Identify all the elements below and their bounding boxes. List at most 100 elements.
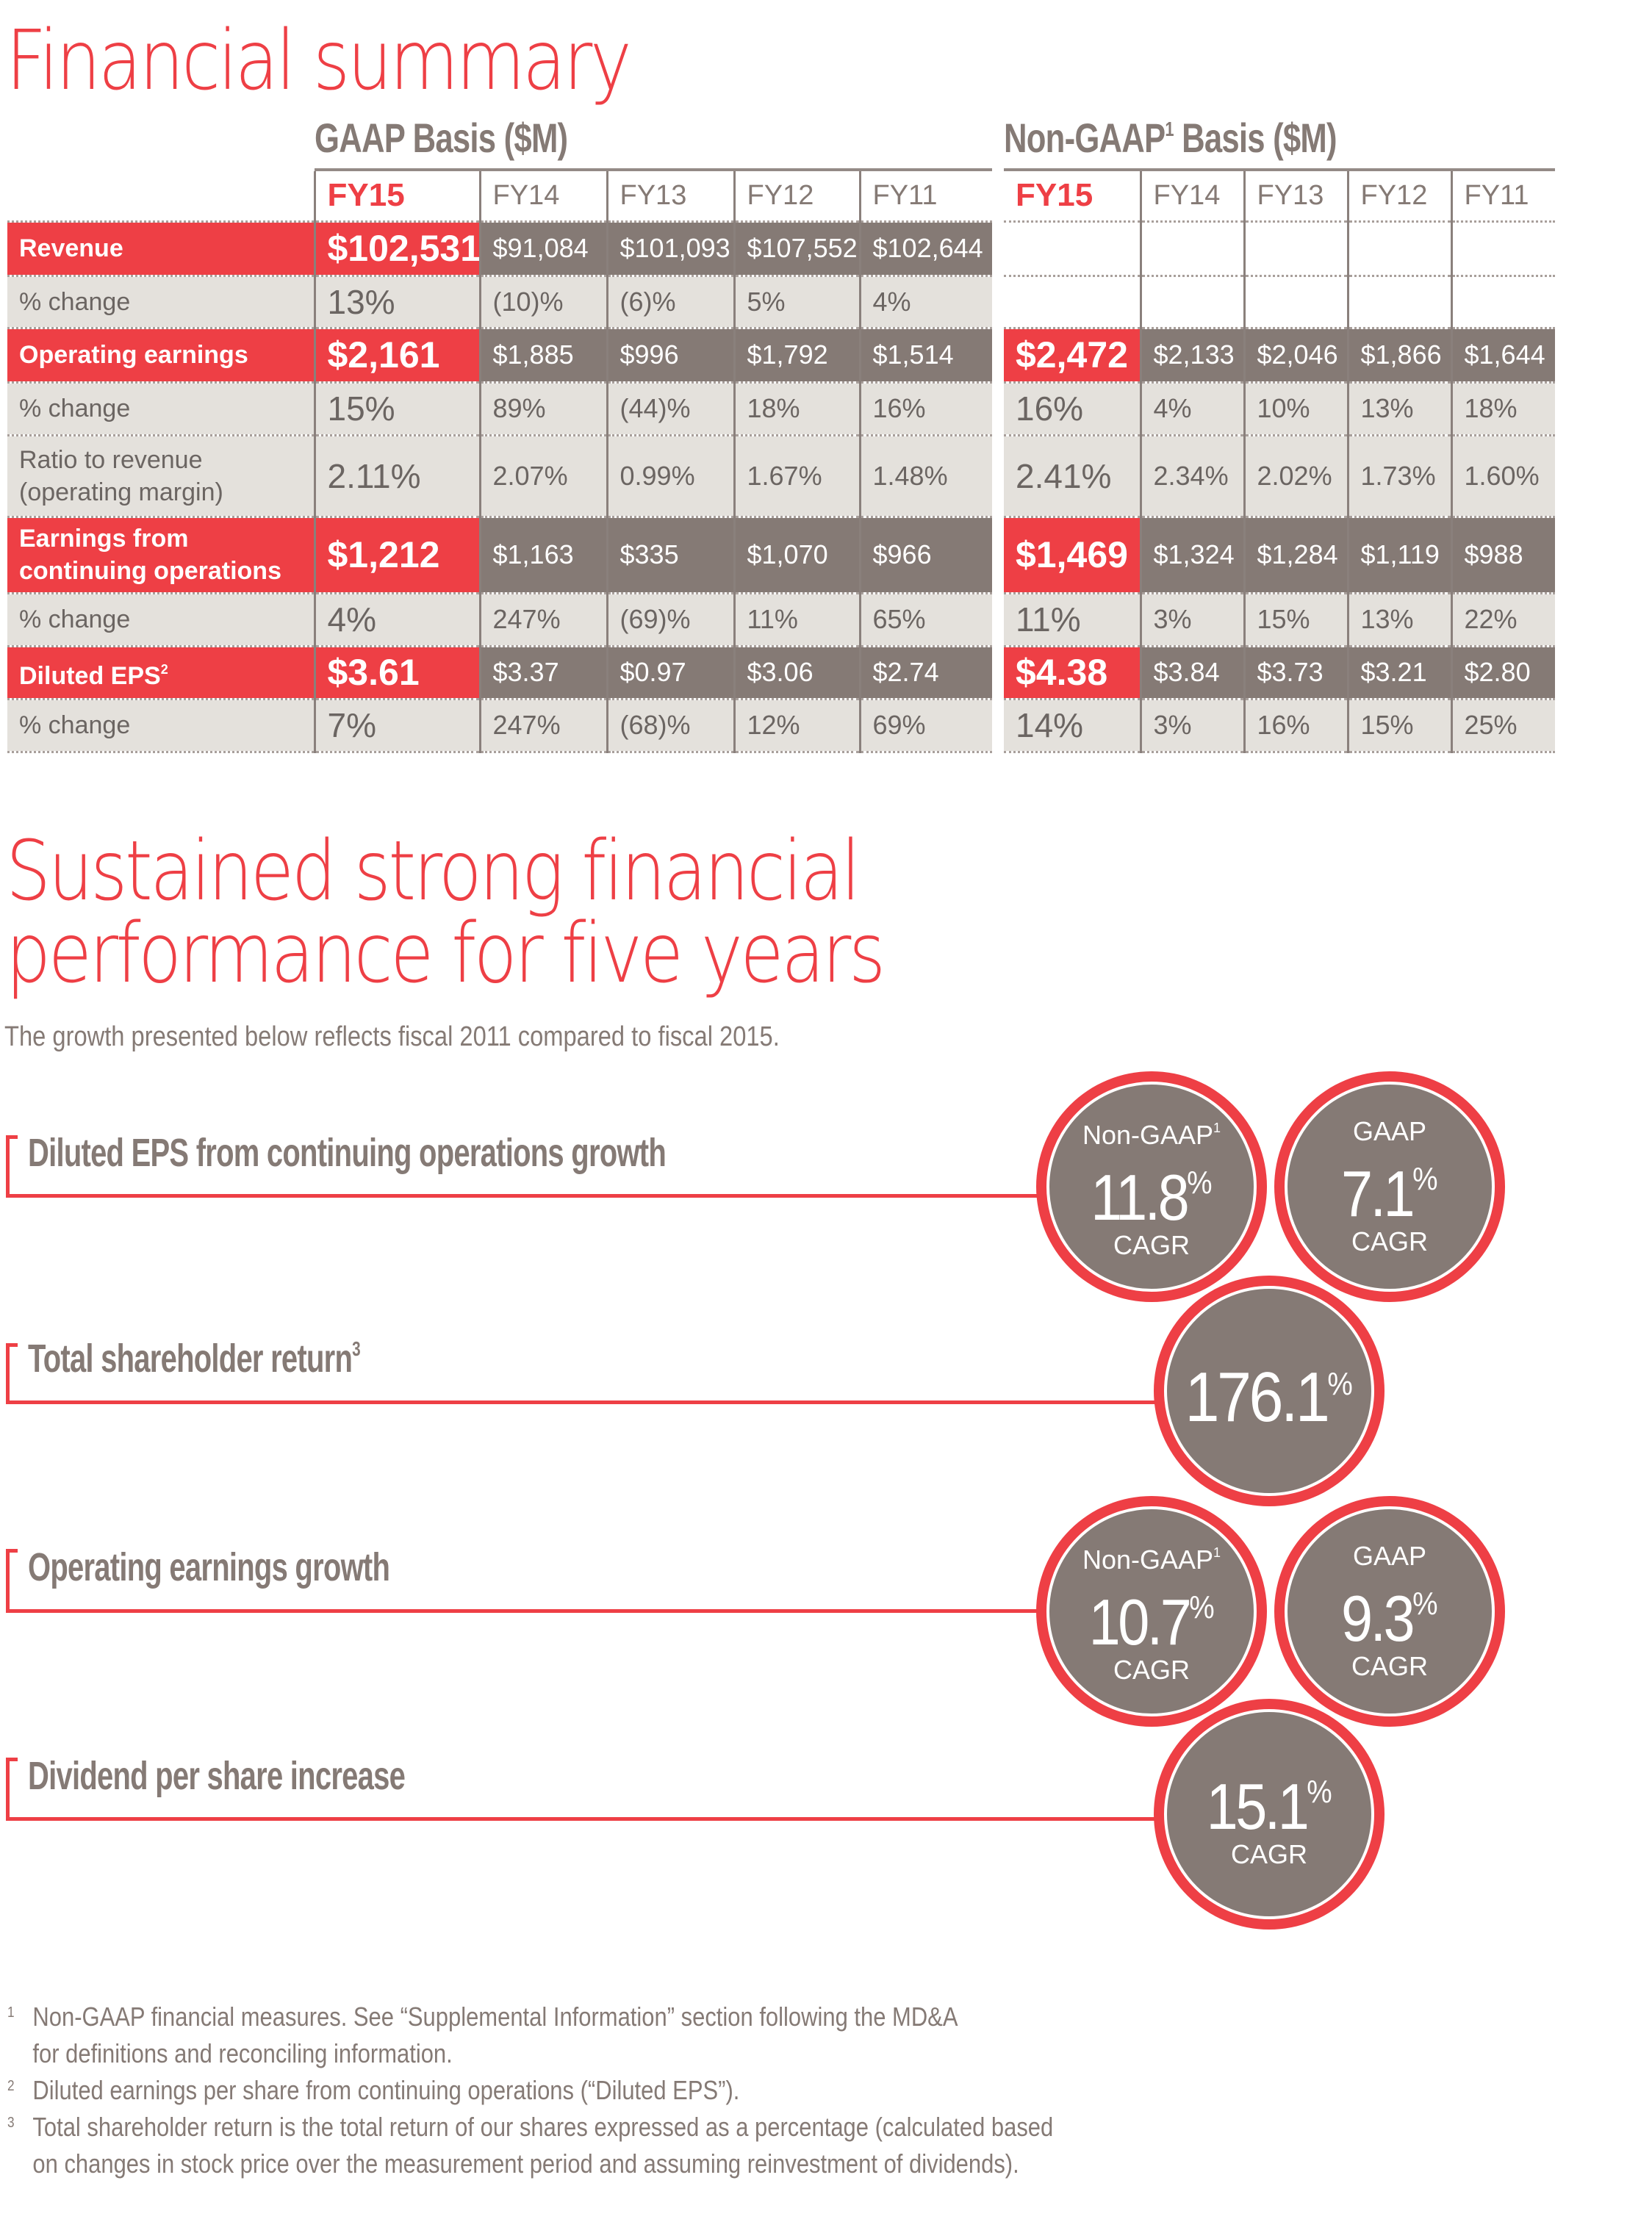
col-fy11: FY11	[1450, 171, 1555, 221]
value-number: 7.1	[1341, 1157, 1415, 1230]
circle-inner: Non-GAAP1 10.7% CAGR	[1046, 1506, 1257, 1716]
bracket-cap	[6, 1758, 18, 1761]
cell-fy13: $335	[606, 517, 734, 593]
cell-fy15: 2.11%	[313, 435, 480, 517]
col-fy14: FY14	[478, 171, 607, 221]
cell-fy12: 1.73%	[1346, 435, 1451, 517]
cell-fy14: 2.07%	[478, 435, 607, 517]
gaap-table: FY15 FY14 FY13 FY12 FY11 Revenue $102,53…	[7, 171, 992, 753]
cell-fy11: $1,514	[858, 328, 992, 382]
section-title-line2: performance for five years	[6, 906, 886, 1002]
row-label-text: Diluted EPS	[19, 661, 161, 690]
col-fy15: FY15	[1004, 171, 1141, 221]
gaap-header-row: FY15 FY14 FY13 FY12 FY11	[7, 171, 992, 221]
cell-fy14: 247%	[478, 699, 607, 752]
row-label-line2: (operating margin)	[19, 478, 223, 506]
caption-text: Non-GAAP	[1082, 1120, 1214, 1150]
cell-fy15: $2,472	[1004, 328, 1141, 382]
footnote-text: for definitions and reconciling informat…	[32, 2038, 453, 2068]
cell-fy12: $1,866	[1346, 328, 1451, 382]
circle-dividend: 15.1% CAGR	[1154, 1699, 1385, 1930]
circle-eps-gaap: GAAP 7.1% CAGR	[1274, 1071, 1505, 1302]
row-revenue-blank	[1004, 221, 1555, 276]
col-fy11: FY11	[858, 171, 992, 221]
section-subtitle: The growth presented below reflects fisc…	[4, 1021, 780, 1052]
cell-fy14: $2,133	[1139, 328, 1244, 382]
cell-fy15: 4%	[313, 593, 480, 646]
cell-fy14: $3.37	[478, 646, 607, 699]
cell-fy14: 4%	[1139, 382, 1244, 435]
cell-fy13: 15%	[1243, 593, 1348, 646]
row-revenue: Revenue $102,531 $91,084 $101,093 $107,5…	[7, 221, 992, 276]
cell-fy12: $3.06	[733, 646, 860, 699]
cell-fy13: 16%	[1243, 699, 1348, 752]
cell-fy15: 2.41%	[1004, 435, 1141, 517]
cell-fy13: (69)%	[606, 593, 734, 646]
cell-fy11: $102,644	[858, 221, 992, 276]
bracket-cap	[6, 1135, 18, 1139]
cell-fy11	[1450, 276, 1555, 328]
circle-footer: CAGR	[1113, 1230, 1190, 1260]
cell-fy11: 4%	[858, 276, 992, 328]
row-earnings-continuing-ops: $1,469 $1,324 $1,284 $1,119 $988	[1004, 517, 1555, 593]
footnotes: 1 Non-GAAP financial measures. See “Supp…	[7, 1999, 1053, 2182]
circle-value: 176.1%	[1185, 1351, 1354, 1433]
col-fy13: FY13	[606, 171, 734, 221]
row-operating-earnings: Operating earnings $2,161 $1,885 $996 $1…	[7, 328, 992, 382]
metric-label-dividend: Dividend per share increase	[28, 1754, 406, 1798]
bracket-vertical	[6, 1135, 10, 1198]
cell-fy15: 7%	[313, 699, 480, 752]
row-label: % change	[7, 699, 315, 752]
connector-line	[6, 1609, 1038, 1613]
circle-opearn-gaap: GAAP 9.3% CAGR	[1274, 1496, 1505, 1727]
cell-fy12: 18%	[733, 382, 860, 435]
value-unit: %	[1327, 1366, 1354, 1402]
cell-fy11: 1.48%	[858, 435, 992, 517]
section-title-line1: Sustained strong financial	[6, 824, 861, 919]
page-title: Financial summary	[6, 13, 632, 109]
circle-footer: CAGR	[1351, 1226, 1428, 1256]
row-label: Diluted EPS2	[7, 646, 315, 699]
circle-footer: CAGR	[1351, 1651, 1428, 1681]
bracket-cap	[6, 1549, 18, 1553]
value-number: 9.3	[1341, 1582, 1415, 1655]
cell-fy11: 16%	[858, 382, 992, 435]
value-unit: %	[1412, 1161, 1438, 1197]
cell-fy13: 10%	[1243, 382, 1348, 435]
cell-fy15: 16%	[1004, 382, 1141, 435]
cell-fy14: 247%	[478, 593, 607, 646]
col-fy13: FY13	[1243, 171, 1348, 221]
circle-value: 11.8%	[1091, 1150, 1212, 1231]
cell-fy14	[1139, 276, 1244, 328]
cell-fy11: 1.60%	[1450, 435, 1555, 517]
cell-fy14: 3%	[1139, 699, 1244, 752]
circle-caption: GAAP	[1352, 1541, 1427, 1571]
row-label-line1: Earnings from	[19, 525, 189, 553]
row-operating-earnings: $2,472 $2,133 $2,046 $1,866 $1,644	[1004, 328, 1555, 382]
row-revenue-change-blank	[1004, 276, 1555, 328]
col-fy15: FY15	[313, 171, 480, 221]
cell-fy12: $3.21	[1346, 646, 1451, 699]
circle-opearn-non-gaap: Non-GAAP1 10.7% CAGR	[1036, 1496, 1267, 1727]
footnote-text: Total shareholder return is the total re…	[32, 2112, 1054, 2142]
cell-fy11: $2.74	[858, 646, 992, 699]
cell-fy15: 14%	[1004, 699, 1141, 752]
cell-fy15: 11%	[1004, 593, 1141, 646]
cell-fy11: $966	[858, 517, 992, 593]
circle-inner: 15.1% CAGR	[1164, 1709, 1374, 1919]
cell-fy14: (10)%	[478, 276, 607, 328]
footnote-ref-1: 1	[1165, 118, 1174, 140]
row-revenue-change: % change 13% (10)% (6)% 5% 4%	[7, 276, 992, 328]
col-fy12: FY12	[733, 171, 860, 221]
cell-fy11: 22%	[1450, 593, 1555, 646]
footnote-text: Diluted earnings per share from continui…	[32, 2075, 740, 2105]
value-number: 10.7	[1088, 1586, 1191, 1658]
gaap-header-rule	[315, 168, 992, 171]
cell-fy11: 25%	[1450, 699, 1555, 752]
metric-label-tsr: Total shareholder return3	[28, 1336, 361, 1381]
cell-fy13: $0.97	[606, 646, 734, 699]
cell-fy13	[1243, 276, 1348, 328]
cell-fy12: 11%	[733, 593, 860, 646]
circle-inner: GAAP 9.3% CAGR	[1285, 1506, 1495, 1716]
row-label: % change	[7, 382, 315, 435]
